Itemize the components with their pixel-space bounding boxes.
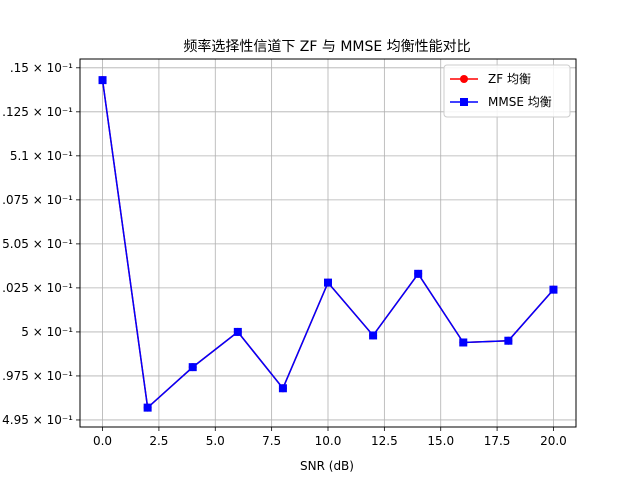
x-tick-label: 0.0 <box>93 434 112 448</box>
data-point <box>188 363 197 372</box>
legend-label: MMSE 均衡 <box>488 95 552 109</box>
y-axis: 4.95 × 10⁻¹ .975 × 10⁻¹ 5 × 10⁻¹ .025 × 10⁻… <box>2 61 80 427</box>
y-tick-label: 5.05 × 10⁻¹ <box>2 237 73 251</box>
legend-box <box>443 64 571 118</box>
x-tick-label: 5.0 <box>206 434 225 448</box>
x-tick-label: 20.0 <box>540 434 567 448</box>
x-tick-label: 2.5 <box>149 434 168 448</box>
y-tick-label: 5 × 10⁻¹ <box>21 325 73 339</box>
y-tick-label: .025 × 10⁻¹ <box>2 281 73 295</box>
x-axis-label: SNR (dB) <box>300 459 354 473</box>
legend-marker <box>460 75 468 83</box>
data-point <box>549 285 558 294</box>
data-point <box>504 336 513 345</box>
data-point <box>369 331 378 340</box>
y-tick-label: .125 × 10⁻¹ <box>2 105 73 119</box>
x-axis: 0.0 2.5 5.0 7.5 10.0 12.5 15.0 17.5 20.0 <box>93 427 567 448</box>
x-tick-label: 12.5 <box>371 434 398 448</box>
data-point <box>414 269 423 278</box>
data-point <box>324 278 332 287</box>
y-tick-label: .975 × 10⁻¹ <box>2 369 73 383</box>
series-layer <box>98 76 558 412</box>
legend: ZF 均衡 MMSE 均衡 <box>443 64 571 118</box>
data-point <box>143 403 152 412</box>
y-tick-label: 5.1 × 10⁻¹ <box>10 149 73 163</box>
data-point <box>459 338 468 347</box>
grid <box>80 59 576 427</box>
legend-label: ZF 均衡 <box>488 72 531 86</box>
data-point <box>278 384 287 393</box>
x-tick-label: 17.5 <box>484 434 511 448</box>
data-point <box>98 76 107 85</box>
y-tick-label: 4.95 × 10⁻¹ <box>2 413 73 427</box>
y-tick-label: .075 × 10⁻¹ <box>2 193 73 207</box>
data-point <box>233 327 242 336</box>
legend-marker <box>460 98 468 106</box>
x-tick-label: 7.5 <box>262 434 281 448</box>
y-tick-label: .15 × 10⁻¹ <box>10 61 73 75</box>
x-tick-label: 10.0 <box>315 434 342 448</box>
series-1 <box>98 76 558 412</box>
chart-title: 频率选择性信道下 ZF 与 MMSE 均衡性能对比 <box>183 38 470 55</box>
x-tick-label: 15.0 <box>427 434 454 448</box>
